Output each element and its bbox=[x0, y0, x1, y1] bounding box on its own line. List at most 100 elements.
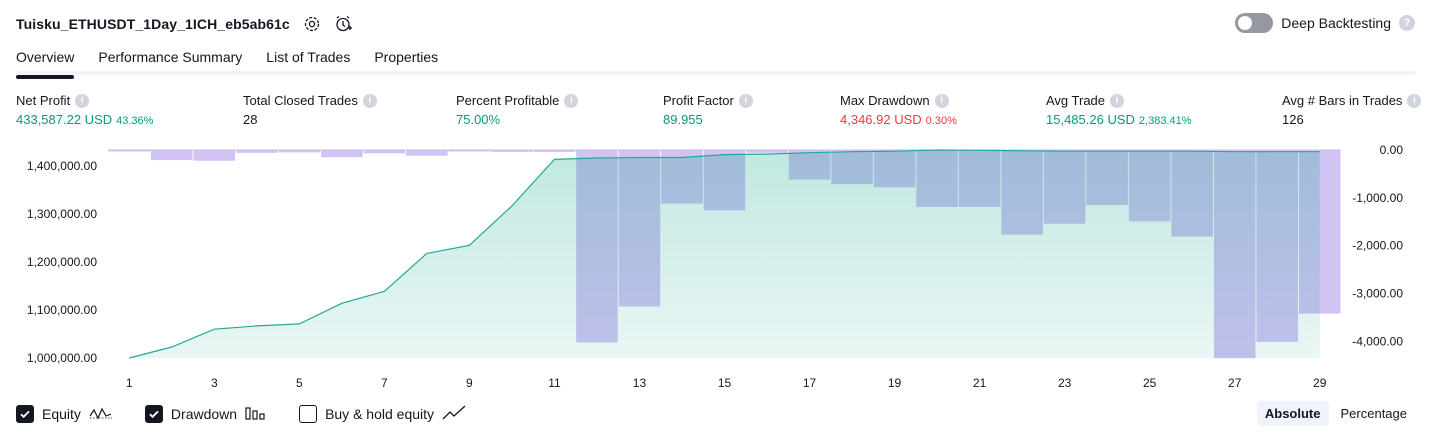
info-icon[interactable]: i bbox=[75, 94, 89, 108]
legend-label: Equity bbox=[42, 406, 81, 422]
y-left-tick-label: 1,300,000.00 bbox=[27, 207, 97, 221]
absolute-button[interactable]: Absolute bbox=[1257, 401, 1329, 426]
legend-drawdown[interactable]: Drawdown bbox=[145, 405, 267, 424]
x-tick-label: 27 bbox=[1228, 376, 1242, 390]
deep-backtesting-control: Deep Backtesting ? bbox=[1235, 13, 1415, 33]
drawdown-bar bbox=[151, 150, 193, 160]
metric-value: 15,485.26 USD bbox=[1046, 112, 1135, 127]
x-tick-label: 11 bbox=[548, 376, 561, 390]
help-icon[interactable]: ? bbox=[1399, 15, 1415, 31]
legend-equity[interactable]: Equity bbox=[16, 405, 113, 424]
info-icon[interactable]: i bbox=[1110, 94, 1124, 108]
deep-backtesting-toggle[interactable] bbox=[1235, 13, 1273, 33]
x-tick-label: 3 bbox=[211, 376, 218, 390]
metric-value: 4,346.92 USD bbox=[840, 112, 922, 127]
metric-percent: 0.30% bbox=[926, 115, 957, 127]
x-tick-label: 21 bbox=[973, 376, 987, 390]
y-right-tick-label: -2,000.00 bbox=[1352, 239, 1403, 253]
metric-percent: 43.36% bbox=[116, 115, 153, 127]
metric-label: Percent Profitable bbox=[456, 93, 559, 108]
y-left-tick-label: 1,200,000.00 bbox=[27, 255, 97, 269]
metric-value: 433,587.22 USD bbox=[16, 112, 112, 127]
metric-value: 89.955 bbox=[663, 112, 703, 127]
settings-icon[interactable] bbox=[302, 14, 322, 34]
info-icon[interactable]: i bbox=[363, 94, 377, 108]
y-right-tick-label: -3,000.00 bbox=[1352, 287, 1403, 301]
y-right-tick-label: 0.00 bbox=[1380, 143, 1404, 157]
metric-label: Avg Trade bbox=[1046, 93, 1105, 108]
x-tick-label: 7 bbox=[381, 376, 388, 390]
y-left-tick-label: 1,400,000.00 bbox=[27, 159, 97, 173]
x-tick-label: 1 bbox=[126, 376, 133, 390]
bars-icon bbox=[245, 405, 267, 424]
metric-label: Net Profit bbox=[16, 93, 70, 108]
x-tick-label: 25 bbox=[1143, 376, 1157, 390]
tab-properties[interactable]: Properties bbox=[374, 40, 438, 75]
checkbox-buy-hold[interactable] bbox=[299, 405, 317, 423]
toggle-knob bbox=[1238, 16, 1252, 30]
metric-value: 28 bbox=[243, 112, 257, 127]
info-icon[interactable]: i bbox=[1407, 94, 1421, 108]
y-left-tick-label: 1,100,000.00 bbox=[27, 303, 97, 317]
drawdown-bar bbox=[746, 150, 788, 153]
info-icon[interactable]: i bbox=[564, 94, 578, 108]
x-tick-label: 9 bbox=[466, 376, 473, 390]
tab-list-of-trades[interactable]: List of Trades bbox=[266, 40, 350, 75]
y-right-tick-label: -1,000.00 bbox=[1352, 191, 1403, 205]
metric-profit-factor: Profit Factor i 89.955 bbox=[663, 93, 753, 127]
drawdown-bar bbox=[491, 150, 533, 152]
drawdown-bar bbox=[406, 150, 448, 156]
metric-total-closed-trades: Total Closed Trades i 28 bbox=[243, 93, 377, 127]
metric-label: Max Drawdown bbox=[840, 93, 930, 108]
drawdown-bar bbox=[194, 150, 236, 161]
y-right-tick-label: -4,000.00 bbox=[1352, 334, 1403, 348]
metric-value: 126 bbox=[1282, 112, 1304, 127]
info-icon[interactable]: i bbox=[739, 94, 753, 108]
metric-net-profit: Net Profit i 433,587.22 USD 43.36% bbox=[16, 93, 153, 127]
x-tick-label: 23 bbox=[1058, 376, 1072, 390]
add-alert-icon[interactable] bbox=[334, 14, 354, 34]
equity-drawdown-chart[interactable]: 1,400,000.00 1,300,000.00 1,200,000.00 1,10… bbox=[0, 140, 1431, 395]
line-up-icon bbox=[442, 405, 466, 424]
report-tabs: Overview Performance Summary List of Tra… bbox=[16, 40, 1415, 75]
equity-area bbox=[129, 150, 1319, 358]
drawdown-bar bbox=[109, 150, 151, 152]
x-tick-label: 29 bbox=[1313, 376, 1327, 390]
scale-mode-switch: Absolute Percentage bbox=[1257, 401, 1415, 426]
legend-label: Drawdown bbox=[171, 406, 237, 422]
metric-avg-bars: Avg # Bars in Trades i 126 bbox=[1282, 93, 1421, 127]
checkbox-equity[interactable] bbox=[16, 405, 34, 423]
drawdown-bar bbox=[364, 150, 406, 153]
drawdown-bar bbox=[321, 150, 363, 157]
metric-value: 75.00% bbox=[456, 112, 500, 127]
metrics-row: Net Profit i 433,587.22 USD 43.36% Total C… bbox=[16, 93, 1415, 133]
x-tick-label: 15 bbox=[718, 376, 732, 390]
legend-label: Buy & hold equity bbox=[325, 406, 434, 422]
percentage-button[interactable]: Percentage bbox=[1333, 401, 1416, 426]
strategy-title: Tuisku_ETHUSDT_1Day_1ICH_eb5ab61c bbox=[16, 16, 290, 32]
drawdown-bar bbox=[236, 150, 278, 153]
legend-buy-hold[interactable]: Buy & hold equity bbox=[299, 405, 466, 424]
metric-label: Avg # Bars in Trades bbox=[1282, 93, 1402, 108]
x-tick-label: 5 bbox=[296, 376, 303, 390]
metric-avg-trade: Avg Trade i 15,485.26 USD 2,383.41% bbox=[1046, 93, 1192, 127]
strategy-header: Tuisku_ETHUSDT_1Day_1ICH_eb5ab61c bbox=[16, 12, 354, 36]
y-left-tick-label: 1,000,000.00 bbox=[27, 351, 97, 365]
metric-label: Profit Factor bbox=[663, 93, 734, 108]
x-tick-label: 17 bbox=[803, 376, 817, 390]
metric-max-drawdown: Max Drawdown i 4,346.92 USD 0.30% bbox=[840, 93, 957, 127]
x-tick-label: 19 bbox=[888, 376, 902, 390]
drawdown-bar bbox=[534, 150, 576, 152]
tab-performance-summary[interactable]: Performance Summary bbox=[98, 40, 242, 75]
chart-legend: Equity Drawdown Buy & hold equity bbox=[16, 403, 466, 425]
metric-label: Total Closed Trades bbox=[243, 93, 358, 108]
tab-overview[interactable]: Overview bbox=[16, 40, 74, 75]
metric-percent-profitable: Percent Profitable i 75.00% bbox=[456, 93, 578, 127]
metric-percent: 2,383.41% bbox=[1139, 115, 1192, 127]
x-tick-label: 13 bbox=[633, 376, 647, 390]
drawdown-bar bbox=[279, 150, 321, 152]
equity-wave-icon bbox=[89, 405, 113, 424]
checkbox-drawdown[interactable] bbox=[145, 405, 163, 423]
info-icon[interactable]: i bbox=[935, 94, 949, 108]
deep-backtesting-label: Deep Backtesting bbox=[1281, 15, 1391, 31]
